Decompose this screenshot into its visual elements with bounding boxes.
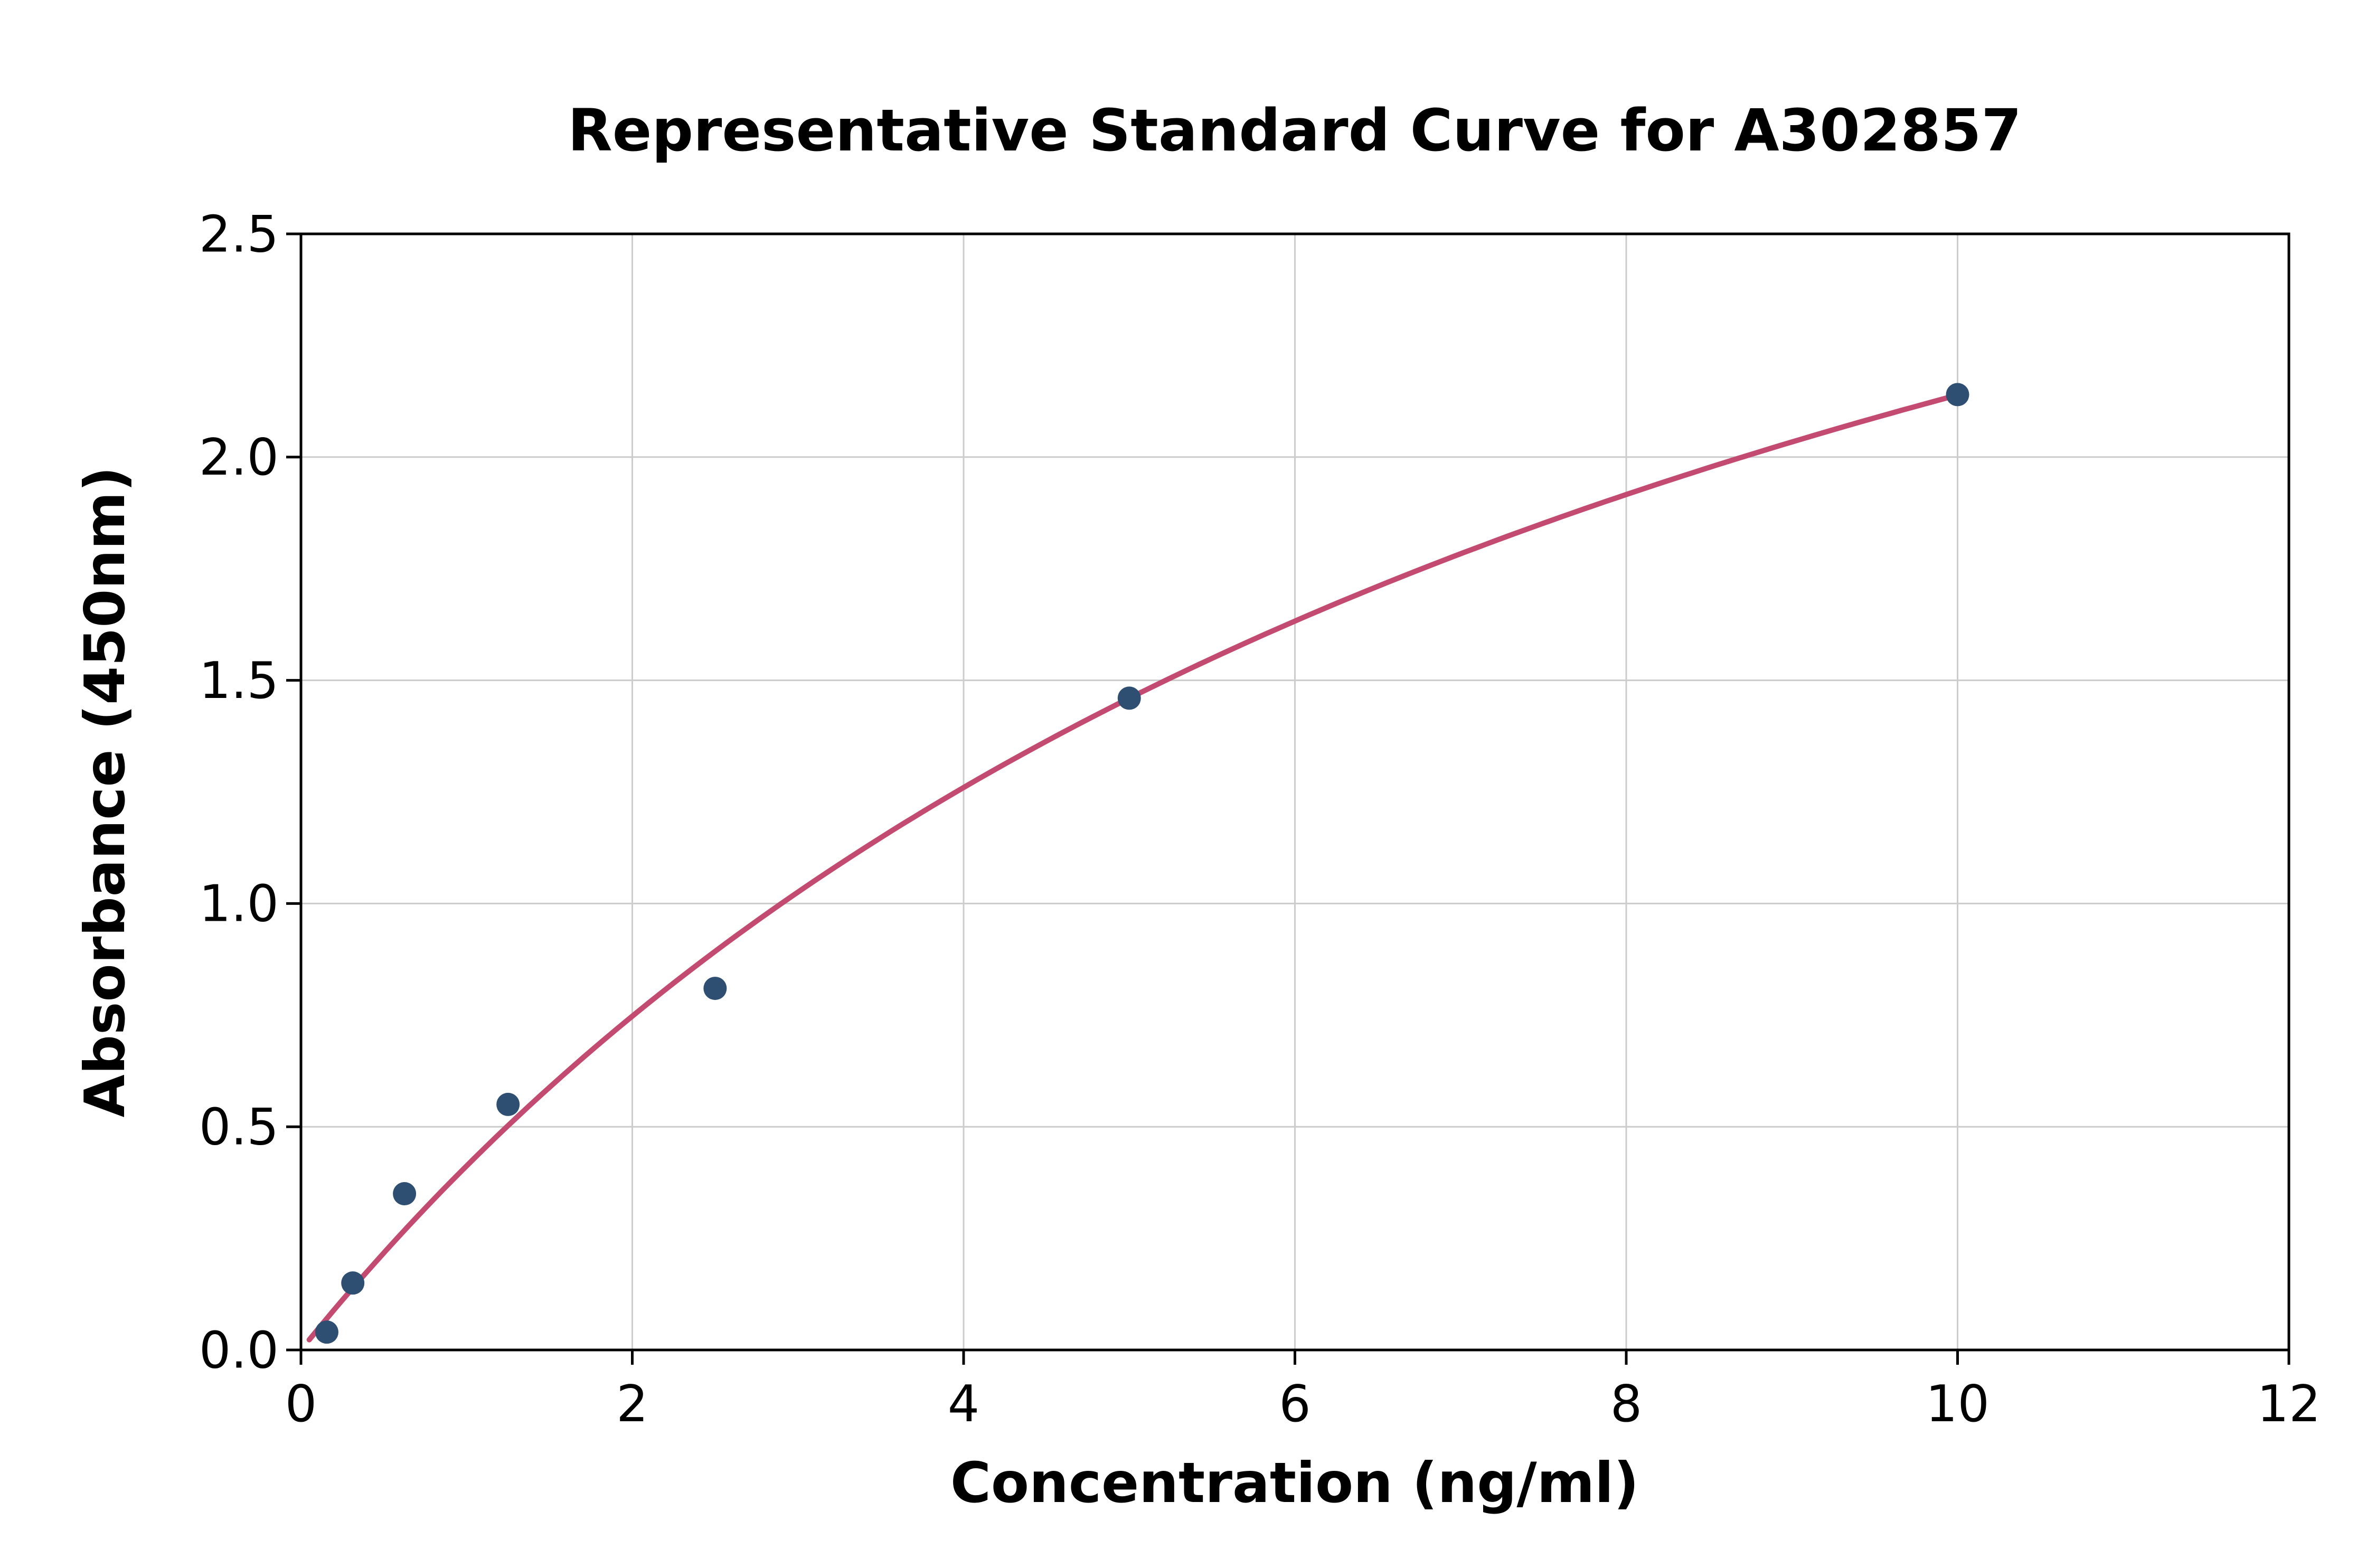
x-tick-label: 12 bbox=[2257, 1375, 2321, 1433]
axis-ticks: 0 2 4 6 8 10 12 0.0 0.5 1.0 1.5 2.0 2.5 bbox=[199, 205, 2321, 1433]
x-axis-label: Concentration (ng/ml) bbox=[950, 1451, 1639, 1515]
x-tick-label: 6 bbox=[1279, 1375, 1310, 1433]
chart-title: Representative Standard Curve for A30285… bbox=[568, 97, 2022, 164]
fit-curve bbox=[306, 392, 1960, 1343]
x-tick-label: 0 bbox=[285, 1375, 317, 1433]
plot-border bbox=[299, 232, 2290, 1352]
y-tick-label: 1.0 bbox=[199, 875, 279, 933]
fit-curve-path bbox=[306, 392, 1960, 1343]
x-tick-label: 10 bbox=[1926, 1375, 1990, 1433]
data-points bbox=[315, 383, 1969, 1344]
data-point bbox=[393, 1182, 417, 1206]
y-tick-label: 2.0 bbox=[199, 429, 279, 487]
y-tick-label: 2.5 bbox=[199, 205, 279, 263]
data-point bbox=[496, 1092, 520, 1116]
data-point bbox=[1946, 383, 1969, 407]
data-point bbox=[1117, 686, 1141, 710]
plot-border-rect bbox=[299, 232, 2290, 1352]
y-tick-label: 1.5 bbox=[199, 652, 279, 710]
y-tick-label: 0.0 bbox=[199, 1321, 279, 1380]
x-tick-label: 4 bbox=[948, 1375, 979, 1433]
data-point bbox=[703, 977, 727, 1000]
data-point bbox=[341, 1271, 365, 1295]
x-tick-label: 2 bbox=[616, 1375, 648, 1433]
data-point bbox=[315, 1320, 338, 1344]
x-tick-label: 8 bbox=[1610, 1375, 1642, 1433]
grid-lines bbox=[300, 233, 2290, 1351]
y-axis-label: Absorbance (450nm) bbox=[73, 467, 137, 1118]
y-tick-label: 0.5 bbox=[199, 1098, 279, 1156]
